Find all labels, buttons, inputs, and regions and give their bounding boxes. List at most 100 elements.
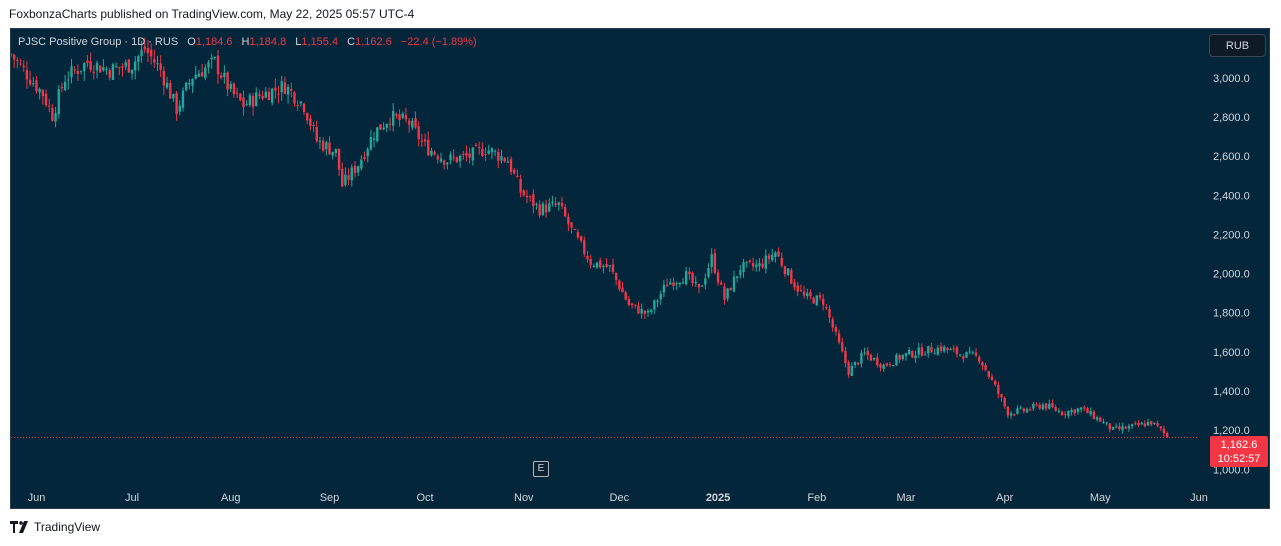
candle-body <box>758 263 761 267</box>
candle-body <box>637 305 640 314</box>
candle-body <box>1035 404 1038 406</box>
candle-body <box>618 280 621 290</box>
candle-body <box>993 380 997 385</box>
candle-body <box>277 93 280 95</box>
candle-body <box>1076 408 1080 412</box>
candle-body <box>907 350 911 355</box>
candle-body <box>872 357 876 360</box>
candle-body <box>1019 407 1022 409</box>
candle-body <box>608 265 611 267</box>
candle-body <box>1121 426 1124 430</box>
candle-body <box>487 150 490 154</box>
candle-body <box>1070 409 1073 413</box>
candle-body <box>1114 426 1118 428</box>
candle-body <box>879 364 882 368</box>
candle-body <box>54 113 57 122</box>
candle-body <box>146 48 150 53</box>
y-tick-label: 2,000.0 <box>1213 269 1250 281</box>
y-tick-label: 2,600.0 <box>1213 151 1250 163</box>
candle-body <box>503 158 506 162</box>
candle-body <box>490 148 494 153</box>
candle-body <box>646 310 650 313</box>
candle-body <box>1025 408 1029 413</box>
candle-body <box>611 264 615 272</box>
candle-body <box>939 346 943 351</box>
candle-body <box>32 83 35 85</box>
candle-body <box>834 327 838 332</box>
candle-body <box>806 292 809 297</box>
candle-body <box>930 347 933 353</box>
candle-body <box>25 70 29 80</box>
candle-body <box>761 263 764 268</box>
candle-body <box>385 124 389 128</box>
candle-body <box>430 150 433 156</box>
candle-body <box>108 70 111 78</box>
candle-body <box>462 153 465 155</box>
earnings-marker[interactable]: E <box>533 461 549 477</box>
candle-body <box>509 159 513 172</box>
last-price-label: 1,162.6 <box>1220 439 1258 451</box>
candle-body <box>83 63 86 72</box>
candle-body <box>458 155 462 162</box>
candle-body <box>130 69 134 74</box>
candle-body <box>73 69 76 71</box>
candle-body <box>535 203 538 205</box>
candle-body <box>853 361 857 366</box>
candle-body <box>796 285 799 292</box>
candle-body <box>774 252 777 258</box>
y-tick-label: 1,400.0 <box>1213 386 1250 398</box>
candle-body <box>1146 421 1150 426</box>
y-tick-label: 1,000.0 <box>1213 464 1250 476</box>
candle-body <box>869 354 873 361</box>
candle-body <box>777 251 780 257</box>
close-value: 1,162.6 <box>355 36 392 48</box>
candle-body <box>251 96 255 107</box>
symbol-legend: PJSC Positive Group · 1D · RUS O1,184.6 … <box>18 36 477 48</box>
candle-body <box>1165 433 1169 438</box>
tradingview-brand[interactable]: TradingView <box>10 520 100 534</box>
candle-body <box>595 262 599 268</box>
candle-body <box>627 298 631 306</box>
candle-body <box>821 298 825 305</box>
candle-body <box>583 240 586 254</box>
candle-body <box>602 266 605 268</box>
candle-body <box>347 175 350 180</box>
candle-body <box>427 139 430 156</box>
candle-body <box>678 282 682 285</box>
candle-body <box>118 66 121 68</box>
candle-body <box>57 89 60 115</box>
candle-body <box>1130 424 1134 427</box>
candle-body <box>1111 426 1115 430</box>
candle-body <box>1003 397 1006 407</box>
currency-button[interactable]: RUB <box>1209 34 1266 57</box>
candle-body <box>48 105 51 107</box>
candle-body <box>474 144 478 147</box>
y-tick-label: 2,200.0 <box>1213 229 1250 241</box>
candle-body <box>882 364 885 369</box>
candle-body <box>563 207 567 217</box>
candle-body <box>388 123 392 125</box>
candle-body <box>605 264 608 268</box>
candle-body <box>1044 403 1048 409</box>
candle-body <box>1099 417 1102 422</box>
candle-body <box>92 72 96 74</box>
candle-body <box>742 262 745 273</box>
candle-body <box>344 174 347 185</box>
candle-body <box>579 236 583 241</box>
candle-body <box>726 288 729 299</box>
candle-body <box>1032 403 1035 409</box>
candle-body <box>497 151 500 161</box>
candle-body <box>302 103 306 113</box>
candle-body <box>382 127 385 130</box>
candle-body <box>471 147 475 161</box>
candle-body <box>1006 406 1010 416</box>
bar-countdown: 10:52:57 <box>1217 453 1261 465</box>
y-tick-label: 1,600.0 <box>1213 347 1250 359</box>
candle-body <box>245 104 248 106</box>
candle-body <box>481 148 484 156</box>
candle-body <box>548 203 551 212</box>
candlestick-chart[interactable]: 1,000.0 1,200.0 1,400.0 1,600.0 1,800.0 2,000… <box>11 29 1269 508</box>
chart-panel[interactable]: 1,000.0 1,200.0 1,400.0 1,600.0 1,800.0 2,000… <box>10 28 1270 509</box>
candle-body <box>700 285 704 287</box>
candle-body <box>1137 422 1140 426</box>
